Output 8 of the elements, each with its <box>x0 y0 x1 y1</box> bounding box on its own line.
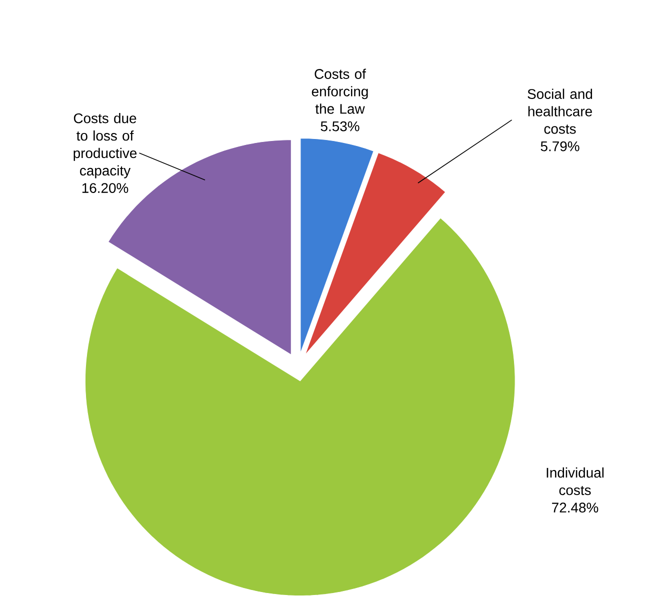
data-label: 72.48% <box>552 502 598 513</box>
data-label: 5.79% <box>540 141 580 152</box>
data-label: 16.20% <box>82 183 128 193</box>
data-label: 5.53% <box>320 121 360 132</box>
slice-label: Costs of enforcing the Law <box>312 68 368 114</box>
slice-label: Costs due to loss of productive capacity <box>74 112 137 178</box>
slice-label: Individual costs <box>546 467 604 496</box>
slice-label: Social and healthcare costs <box>528 88 592 134</box>
